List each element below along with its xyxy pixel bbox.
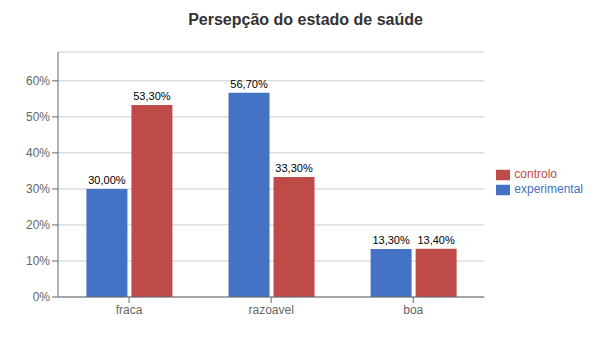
svg-text:boa: boa <box>403 303 423 317</box>
svg-text:13,30%: 13,30% <box>372 234 410 246</box>
html-text:controlo: controlo <box>514 167 557 182</box>
svg-text:30,00%: 30,00% <box>88 174 126 186</box>
svg-text:60%: 60% <box>26 74 50 88</box>
svg-text:33,30%: 33,30% <box>275 162 313 174</box>
svg-text:30%: 30% <box>26 182 50 196</box>
svg-text:razoavel: razoavel <box>248 303 293 317</box>
svg-text:40%: 40% <box>26 146 50 160</box>
svg-text:fraca: fraca <box>116 303 143 317</box>
svg-text:20%: 20% <box>26 218 50 232</box>
svg-text:56,70%: 56,70% <box>230 78 268 90</box>
svg-text:13,40%: 13,40% <box>417 234 455 246</box>
html-text:Persepção do estado de saúde: Persepção do estado de saúde <box>188 11 423 28</box>
svg-text:0%: 0% <box>33 290 51 304</box>
html-text:experimental: experimental <box>514 182 583 196</box>
svg-text:10%: 10% <box>26 254 50 268</box>
svg-text:50%: 50% <box>26 110 50 124</box>
svg-text:53,30%: 53,30% <box>133 90 171 102</box>
